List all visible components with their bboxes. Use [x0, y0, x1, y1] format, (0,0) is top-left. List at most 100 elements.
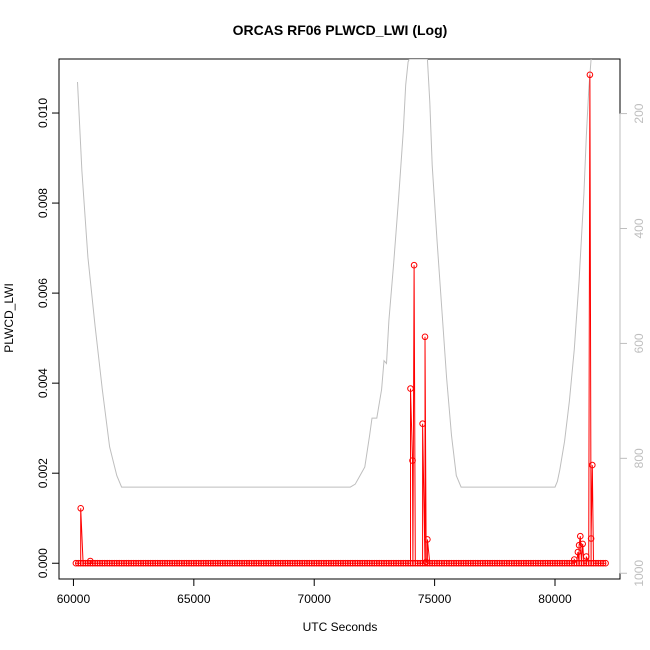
x-axis-label: UTC Seconds — [303, 620, 378, 634]
data-point — [361, 559, 369, 567]
data-point — [243, 559, 251, 567]
data-point — [111, 559, 118, 567]
data-point — [166, 559, 174, 567]
data-point — [445, 559, 453, 567]
data-point — [419, 559, 426, 567]
data-point — [421, 333, 429, 341]
data-point — [520, 559, 528, 567]
data-point — [455, 559, 463, 567]
data-point — [188, 559, 195, 567]
data-point — [457, 559, 465, 567]
data-point — [404, 559, 412, 567]
data-point — [602, 559, 609, 567]
data-point — [75, 559, 82, 567]
data-point — [409, 559, 417, 567]
data-point — [574, 548, 582, 556]
y2-tick-label: 400 — [632, 218, 646, 238]
data-point — [219, 559, 226, 567]
data-point — [262, 559, 270, 567]
data-point — [91, 559, 99, 567]
data-point — [77, 505, 84, 512]
data-point — [465, 559, 472, 567]
data-point — [337, 559, 345, 567]
data-point — [298, 559, 306, 567]
data-point — [245, 559, 253, 567]
data-point — [371, 559, 378, 567]
data-point — [168, 559, 176, 567]
data-point — [202, 559, 210, 567]
data-point — [558, 559, 566, 567]
data-point — [260, 559, 268, 567]
data-point — [217, 559, 224, 567]
data-point — [513, 559, 520, 567]
data-point — [424, 559, 431, 567]
primary-series-points — [72, 71, 609, 567]
data-point — [510, 559, 518, 567]
secondary-series-line — [77, 59, 592, 488]
x-tick-label: 80000 — [538, 592, 572, 606]
data-point — [176, 559, 183, 567]
data-point — [489, 559, 496, 567]
data-point — [327, 559, 335, 567]
data-point — [226, 559, 234, 567]
primary-series-line — [75, 74, 606, 565]
data-point — [135, 559, 142, 567]
data-point — [474, 559, 482, 567]
data-point — [308, 559, 316, 567]
data-point — [192, 559, 200, 567]
data-point — [349, 559, 357, 567]
data-point — [479, 559, 487, 567]
data-point — [462, 559, 470, 567]
data-point — [363, 559, 371, 567]
data-point — [137, 559, 145, 567]
data-point — [549, 559, 556, 567]
data-point — [460, 559, 467, 567]
data-point — [323, 559, 330, 567]
data-point — [551, 559, 559, 567]
data-point — [79, 559, 87, 567]
data-point — [255, 559, 263, 567]
data-point — [599, 559, 607, 567]
data-point — [325, 559, 333, 567]
data-point — [330, 559, 337, 567]
data-point — [508, 559, 516, 567]
data-point — [87, 559, 94, 567]
data-point — [416, 559, 424, 567]
y2-tick-label: 800 — [632, 448, 646, 468]
data-point — [253, 559, 260, 567]
data-point — [200, 559, 207, 567]
data-point — [77, 559, 84, 567]
data-point — [118, 559, 125, 567]
data-point — [347, 559, 354, 567]
data-point — [436, 559, 443, 567]
data-point — [356, 559, 364, 567]
data-point — [518, 559, 525, 567]
y-axis: 0.000 0.002 0.004 0.006 0.008 0.010 — [36, 98, 60, 578]
data-point — [238, 559, 246, 567]
data-point — [190, 559, 198, 567]
data-point — [277, 559, 284, 567]
data-point — [481, 559, 489, 567]
data-point — [103, 559, 111, 567]
data-point — [94, 559, 101, 567]
data-point — [556, 559, 564, 567]
y-tick-label: 0.008 — [36, 188, 50, 218]
data-point — [566, 559, 573, 567]
data-point — [270, 559, 277, 567]
data-point — [493, 559, 501, 567]
data-point — [344, 559, 352, 567]
data-point — [577, 532, 584, 540]
data-point — [101, 559, 108, 567]
data-point — [147, 559, 154, 567]
data-point — [209, 559, 217, 567]
data-point — [368, 559, 376, 567]
data-point — [195, 559, 202, 567]
data-point — [173, 559, 181, 567]
data-point — [431, 559, 438, 567]
data-point — [583, 559, 590, 567]
data-point — [185, 559, 193, 567]
data-point — [578, 559, 585, 567]
data-point — [294, 559, 301, 567]
secondary-y-axis: 200 400 600 800 1000 — [619, 103, 646, 587]
data-point — [525, 559, 532, 567]
